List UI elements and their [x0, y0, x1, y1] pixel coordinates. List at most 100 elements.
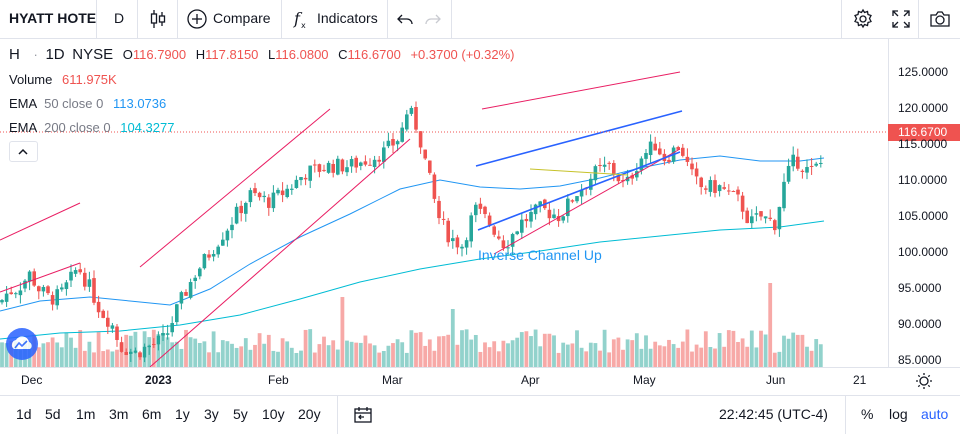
range-button-3m[interactable]: 3m	[109, 406, 129, 422]
time-tick: Feb	[268, 373, 289, 387]
percent-scale-button[interactable]: %	[861, 406, 874, 422]
legend-exchange: NYSE	[72, 46, 114, 63]
candle-body	[78, 269, 82, 273]
volume-bar	[225, 341, 230, 367]
cloud-logo-icon[interactable]	[6, 328, 38, 360]
volume-bar	[501, 340, 506, 367]
price-tick: 115.0000	[898, 137, 948, 151]
pattern-lower-line[interactable]	[477, 151, 681, 231]
pattern-drawings[interactable]	[0, 71, 683, 367]
candle-body	[368, 164, 372, 166]
range-button-3y[interactable]: 3y	[204, 406, 219, 422]
candle-body	[451, 238, 455, 242]
candle-body	[4, 293, 9, 302]
pattern-label[interactable]: Inverse Channel Up	[478, 247, 602, 263]
channel-line[interactable]	[0, 202, 81, 241]
channel-line[interactable]	[139, 108, 331, 268]
interval-button[interactable]: D	[114, 10, 125, 26]
volume-bar	[533, 329, 538, 367]
ema50-polyline	[0, 155, 825, 312]
auto-scale-button[interactable]: auto	[921, 406, 949, 422]
candle-body	[773, 220, 777, 231]
candle-body	[124, 351, 128, 355]
ema50-legend: EMA 50 close 0 113.0736	[9, 96, 166, 111]
legend-collapse-button[interactable]	[9, 141, 38, 162]
range-button-1d[interactable]: 1d	[16, 406, 32, 422]
range-button-1y[interactable]: 1y	[175, 406, 190, 422]
range-button-5y[interactable]: 5y	[233, 406, 248, 422]
chevron-up-icon	[17, 145, 29, 163]
close-label: C	[338, 47, 348, 62]
candle-body	[372, 159, 377, 168]
channel-line[interactable]	[0, 262, 81, 293]
volume-bar	[87, 341, 92, 367]
candle-body	[313, 164, 317, 166]
volume-bar	[685, 329, 690, 367]
candle-body	[106, 317, 110, 327]
volume-bar	[276, 351, 280, 367]
channel-line[interactable]	[149, 138, 411, 367]
candle-body	[161, 332, 165, 336]
volume-bar	[441, 336, 446, 367]
volume-bar	[667, 339, 671, 367]
compare-button[interactable]: Compare	[213, 10, 271, 26]
candle-body	[129, 351, 133, 354]
candle-body	[414, 107, 418, 130]
channel-line[interactable]	[493, 148, 681, 255]
redo-icon[interactable]	[421, 7, 445, 31]
plus-circle-icon[interactable]	[185, 7, 209, 31]
candle-body	[501, 240, 506, 249]
volume-bar	[78, 330, 83, 367]
range-button-6m[interactable]: 6m	[142, 406, 162, 422]
price-tick: 85.0000	[898, 353, 942, 367]
candle-body	[515, 231, 519, 235]
channel-line[interactable]	[481, 71, 681, 110]
gear-icon[interactable]	[851, 7, 875, 31]
volume-bar	[565, 344, 570, 367]
candle-body	[405, 114, 409, 130]
volume-bar	[317, 344, 322, 367]
candlestick-icon[interactable]	[146, 7, 170, 31]
ema200-polyline	[0, 220, 825, 340]
range-button-5d[interactable]: 5d	[45, 406, 61, 422]
volume-bar	[395, 339, 400, 367]
volume-bar	[515, 337, 520, 367]
calendar-icon[interactable]	[352, 404, 374, 431]
clock-display[interactable]: 22:42:45 (UTC-4)	[719, 406, 828, 422]
volume-bar	[602, 329, 607, 367]
volume-bar	[639, 348, 644, 367]
candle-body	[478, 203, 483, 209]
volume-bar	[230, 343, 234, 367]
sun-gear-icon[interactable]	[913, 370, 935, 397]
volume-bar	[197, 342, 202, 367]
range-button-1m[interactable]: 1m	[76, 406, 96, 422]
pattern-upper-line[interactable]	[475, 110, 683, 167]
price-chart[interactable]	[0, 39, 960, 367]
volume-bar	[64, 332, 69, 367]
volume-bar	[354, 342, 359, 367]
volume-bar	[409, 330, 414, 367]
log-scale-button[interactable]: log	[889, 406, 908, 422]
candle-body	[690, 163, 694, 170]
volume-bar	[115, 349, 119, 367]
fullscreen-icon[interactable]	[889, 7, 913, 31]
high-value: 117.8150	[205, 47, 259, 62]
range-button-10y[interactable]: 10y	[262, 406, 285, 422]
volume-bar	[92, 352, 96, 367]
pattern-midline[interactable]	[529, 168, 629, 176]
volume-bar	[239, 346, 244, 367]
undo-icon[interactable]	[393, 7, 417, 31]
camera-icon[interactable]	[928, 7, 952, 31]
range-button-20y[interactable]: 20y	[298, 406, 321, 422]
candle-body	[46, 286, 50, 294]
volume-bar	[676, 347, 681, 367]
volume-bar	[584, 351, 589, 367]
symbol-search[interactable]: HYATT HOTE	[9, 10, 97, 26]
ema200-params: 200 close 0	[44, 120, 111, 135]
indicators-button[interactable]: Indicators	[317, 10, 378, 26]
legend-interval: 1D	[45, 46, 65, 63]
candle-body	[547, 209, 552, 219]
candle-body	[101, 310, 105, 318]
candle-body	[115, 326, 119, 340]
